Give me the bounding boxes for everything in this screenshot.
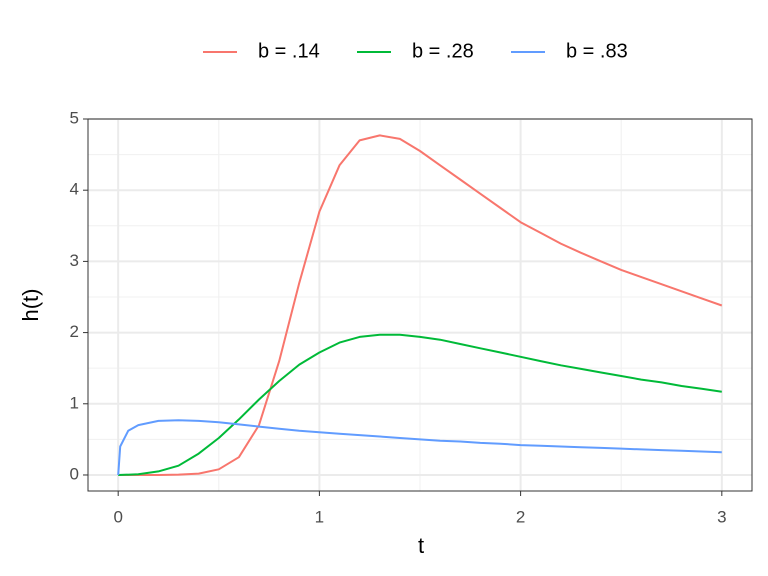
y-axis-title: h(t) [18,289,43,322]
y-tick-label: 3 [70,251,79,270]
panel-border [87,118,753,492]
x-tick-label: 2 [516,507,525,526]
legend-label: b = .14 [258,40,320,62]
line [118,333,722,476]
y-tick-label: 5 [70,108,79,127]
x-tick-label: 3 [717,507,726,526]
y-tick-label: 0 [70,464,79,483]
line [117,419,722,476]
y-tick-label: 1 [70,393,79,412]
line [118,134,723,476]
x-tick-label: 1 [315,507,324,526]
y-tick-label: 2 [70,322,79,341]
x-axis-title: t [418,533,424,558]
legend-label: b = .28 [412,40,474,62]
legend-label: b = .83 [566,40,628,62]
y-tick-label: 4 [70,180,79,199]
x-tick-label: 0 [113,507,122,526]
